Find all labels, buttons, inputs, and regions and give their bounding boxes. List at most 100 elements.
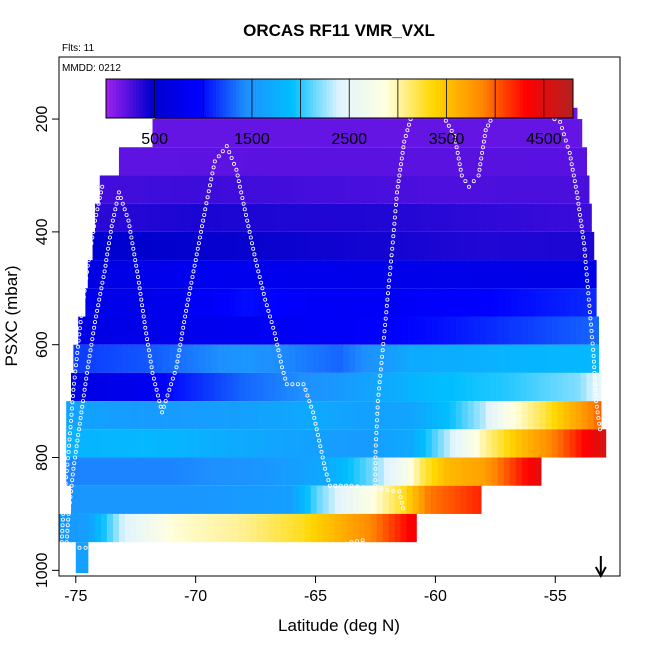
heatmap-cell — [449, 457, 457, 486]
track-point — [458, 167, 463, 172]
heatmap-cell — [308, 119, 315, 148]
track-point — [592, 376, 597, 381]
heatmap-cell — [102, 401, 109, 430]
track-point — [391, 234, 396, 239]
heatmap-cell — [255, 260, 263, 289]
heatmap-cell — [208, 203, 216, 232]
heatmap-cell — [576, 344, 584, 373]
track-point — [180, 331, 185, 336]
heatmap-cell — [244, 203, 252, 232]
track-point — [243, 212, 248, 217]
heatmap-cell — [575, 316, 583, 345]
heatmap-cell — [358, 372, 366, 402]
heatmap-cell — [465, 260, 472, 289]
heatmap-cell — [124, 203, 132, 232]
heatmap-cell — [554, 231, 561, 261]
heatmap-cell — [226, 485, 234, 514]
heatmap-cell — [453, 260, 460, 289]
track-point — [391, 488, 396, 493]
heatmap-cell — [359, 401, 367, 430]
heatmap-cell — [210, 316, 217, 345]
heatmap-cell — [156, 429, 163, 458]
heatmap-cell — [151, 288, 158, 317]
heatmap-cell — [196, 513, 204, 543]
track-point — [143, 325, 148, 330]
heatmap-cell — [464, 119, 471, 148]
heatmap-cell — [346, 485, 354, 514]
track-point — [565, 144, 570, 149]
heatmap-cell — [376, 147, 384, 176]
heatmap-cell — [160, 372, 168, 402]
track-point — [399, 156, 404, 161]
track-point — [398, 494, 403, 499]
heatmap-cell — [117, 260, 125, 289]
heatmap-cell — [497, 457, 505, 486]
heatmap-cell — [96, 457, 103, 486]
track-point — [267, 314, 272, 319]
heatmap-cell — [187, 344, 194, 373]
track-point — [185, 303, 190, 308]
track-point — [89, 545, 94, 550]
colorbar-segment — [222, 79, 227, 118]
heatmap-cell — [489, 260, 496, 289]
heatmap-cell — [440, 231, 447, 261]
heatmap-cell — [123, 260, 131, 289]
colorbar-segment — [329, 79, 334, 118]
heatmap-cell — [395, 429, 403, 458]
heatmap-cell — [241, 288, 248, 317]
heatmap-cell — [246, 401, 253, 430]
heatmap-cell — [82, 513, 90, 543]
heatmap-cell — [353, 316, 361, 345]
heatmap-cell — [154, 203, 162, 232]
heatmap-cell — [512, 231, 519, 261]
heatmap-cell — [441, 175, 448, 204]
heatmap-cell — [91, 288, 98, 317]
colorbar-segment — [382, 79, 387, 118]
heatmap-cell — [247, 288, 254, 317]
heatmap-cell — [210, 429, 217, 458]
heatmap-cell — [415, 344, 422, 373]
heatmap-cell — [455, 316, 463, 345]
heatmap-cell — [533, 429, 541, 458]
heatmap-cell — [385, 288, 392, 317]
heatmap-cell — [228, 316, 235, 345]
track-point — [581, 235, 586, 240]
heatmap-cell — [96, 401, 103, 430]
track-point — [107, 235, 112, 240]
track-point — [64, 540, 69, 545]
heatmap-cell — [446, 119, 453, 148]
track-point — [127, 224, 132, 229]
heatmap-cell — [564, 288, 572, 317]
heatmap-cell — [539, 316, 547, 345]
heatmap-cell — [389, 401, 397, 430]
track-point — [191, 269, 196, 274]
heatmap-cell — [464, 231, 471, 261]
heatmap-cell — [280, 372, 288, 402]
heatmap-cell — [561, 260, 568, 289]
heatmap-cell — [389, 429, 397, 458]
heatmap-cell — [586, 372, 594, 402]
heatmap-cell — [268, 147, 276, 176]
heatmap-cell — [102, 316, 109, 345]
heatmap-cell — [370, 372, 378, 402]
track-point — [241, 201, 246, 206]
heatmap-cell — [515, 429, 523, 458]
heatmap-cell — [484, 147, 492, 176]
colorbar-segment — [532, 79, 537, 118]
heatmap-cell — [176, 231, 184, 261]
track-point — [100, 184, 105, 189]
heatmap-cell — [563, 316, 571, 345]
heatmap-band-14 — [70, 485, 482, 514]
heatmap-cell — [334, 203, 342, 232]
heatmap-cell — [108, 401, 115, 430]
track-point — [147, 353, 152, 358]
heatmap-cell — [570, 288, 578, 317]
track-point — [74, 363, 79, 368]
heatmap-cell — [157, 288, 164, 317]
heatmap-cell — [94, 513, 102, 543]
heatmap-cell — [275, 316, 283, 345]
heatmap-cell — [352, 147, 360, 176]
heatmap-cell — [257, 429, 265, 458]
heatmap-cell — [132, 316, 139, 345]
track-point — [136, 280, 141, 285]
